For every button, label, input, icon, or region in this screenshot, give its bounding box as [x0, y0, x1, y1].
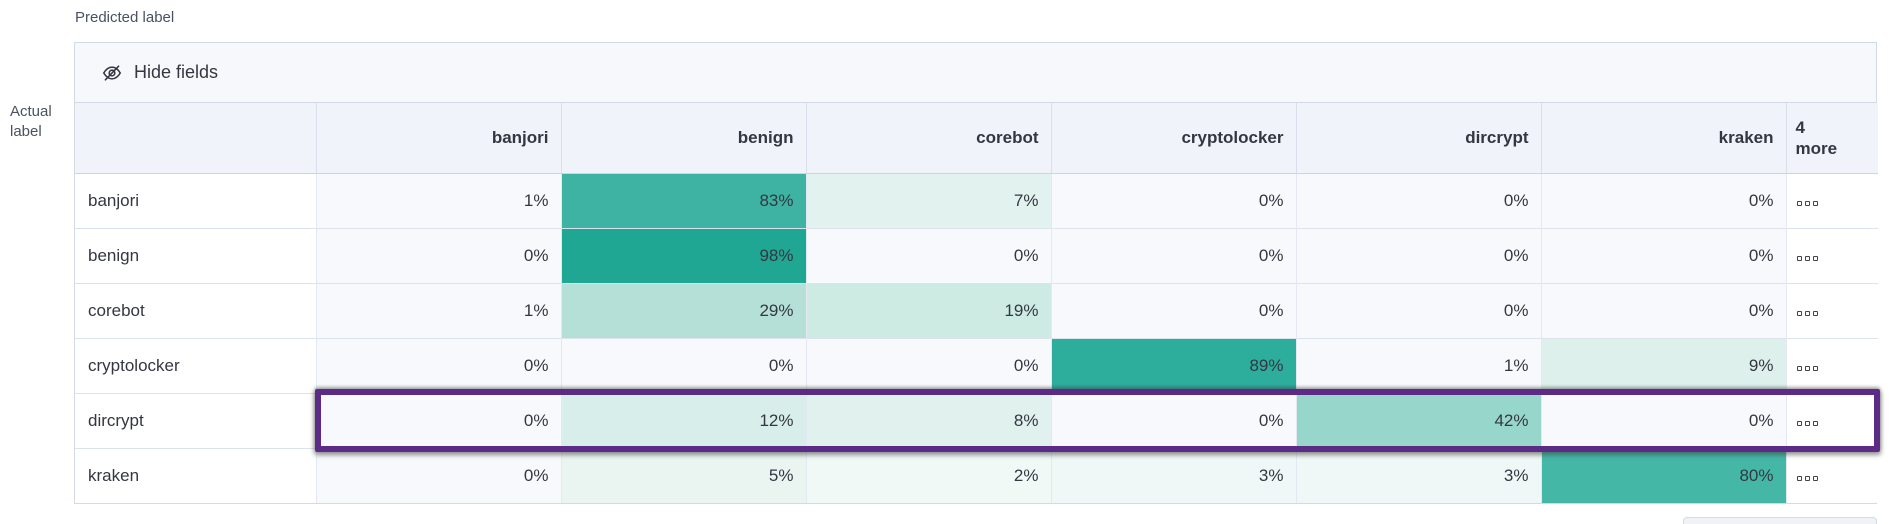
- actual-axis-label-line1: Actual: [10, 103, 52, 120]
- matrix-cell: 0%: [1295, 173, 1541, 228]
- table-row-cryptolocker: cryptolocker 0% 0% 0% 89% 1% 9%: [75, 337, 1878, 393]
- matrix-cell: 0%: [1540, 282, 1786, 338]
- column-header-more[interactable]: 4 more: [1785, 103, 1878, 174]
- matrix-cell: 0%: [315, 337, 561, 393]
- column-header-benign[interactable]: benign: [560, 103, 806, 174]
- row-label-corebot: corebot: [75, 282, 316, 338]
- table-row-kraken: kraken 0% 5% 2% 3% 3% 80%: [75, 447, 1878, 503]
- matrix-cell: 29%: [560, 282, 806, 338]
- hide-fields-label: Hide fields: [134, 62, 219, 82]
- row-actions-button[interactable]: [1785, 447, 1878, 503]
- matrix-cell: 0%: [315, 447, 561, 503]
- row-actions-button[interactable]: [1785, 282, 1878, 338]
- matrix-cell: 0%: [1540, 392, 1786, 448]
- matrix-cell: 89%: [1050, 337, 1296, 393]
- row-actions-button[interactable]: [1785, 337, 1878, 393]
- matrix-cell: 42%: [1295, 392, 1541, 448]
- boxes-horizontal-icon: [1796, 420, 1818, 426]
- matrix-cell: 7%: [805, 173, 1051, 228]
- matrix-cell: 0%: [1050, 392, 1296, 448]
- matrix-cell: 19%: [805, 282, 1051, 338]
- boxes-horizontal-icon: [1796, 255, 1818, 261]
- actual-axis-label: Actual label: [10, 102, 52, 142]
- matrix-cell: 12%: [560, 392, 806, 448]
- column-header-banjori[interactable]: banjori: [315, 103, 561, 174]
- boxes-horizontal-icon: [1796, 310, 1818, 316]
- matrix-cell: 0%: [805, 227, 1051, 283]
- more-word: more: [1795, 138, 1838, 158]
- matrix-cell: 0%: [1295, 227, 1541, 283]
- column-header-cryptolocker[interactable]: cryptolocker: [1050, 103, 1296, 174]
- matrix-cell: 0%: [560, 337, 806, 393]
- column-header-corebot[interactable]: corebot: [805, 103, 1051, 174]
- matrix-cell: 0%: [315, 227, 561, 283]
- column-header-kraken[interactable]: kraken: [1540, 103, 1786, 174]
- table-row-banjori: banjori 1% 83% 7% 0% 0% 0%: [75, 173, 1878, 228]
- matrix-cell: 0%: [805, 337, 1051, 393]
- boxes-horizontal-icon: [1796, 200, 1818, 206]
- table-row-dircrypt: dircrypt 0% 12% 8% 0% 42% 0%: [75, 392, 1878, 448]
- row-label-benign: benign: [75, 227, 316, 283]
- matrix-cell: 1%: [315, 282, 561, 338]
- more-count: 4: [1795, 117, 1805, 137]
- matrix-cell: 1%: [1295, 337, 1541, 393]
- table-row-benign: benign 0% 98% 0% 0% 0% 0%: [75, 227, 1878, 283]
- matrix-cell: 2%: [805, 447, 1051, 503]
- matrix-cell: 98%: [560, 227, 806, 283]
- row-actions-button[interactable]: [1785, 173, 1878, 228]
- column-header-dircrypt[interactable]: dircrypt: [1295, 103, 1541, 174]
- column-header-corner: [75, 103, 316, 174]
- row-label-cryptolocker: cryptolocker: [75, 337, 316, 393]
- matrix-cell: 3%: [1295, 447, 1541, 503]
- matrix-cell: 9%: [1540, 337, 1786, 393]
- row-label-dircrypt: dircrypt: [75, 392, 316, 448]
- matrix-cell: 0%: [315, 392, 561, 448]
- matrix-cell: 0%: [1050, 282, 1296, 338]
- predicted-axis-label: Predicted label: [75, 9, 175, 26]
- actual-axis-label-line2: label: [10, 123, 42, 140]
- matrix-cell: 0%: [1540, 227, 1786, 283]
- matrix-cell: 8%: [805, 392, 1051, 448]
- boxes-horizontal-icon: [1796, 475, 1818, 481]
- matrix-cell: 3%: [1050, 447, 1296, 503]
- table-row-corebot: corebot 1% 29% 19% 0% 0% 0%: [75, 282, 1878, 338]
- matrix-cell: 80%: [1540, 447, 1786, 503]
- matrix-cell: 0%: [1050, 227, 1296, 283]
- row-actions-button[interactable]: [1785, 392, 1878, 448]
- header-row: banjori benign corebot cryptolocker dirc…: [75, 103, 1878, 174]
- confusion-matrix-table: banjori benign corebot cryptolocker dirc…: [75, 103, 1878, 503]
- row-label-banjori: banjori: [75, 173, 316, 228]
- horizontal-scrollbar-thumb[interactable]: [1683, 517, 1877, 524]
- row-label-kraken: kraken: [75, 447, 316, 503]
- row-actions-button[interactable]: [1785, 227, 1878, 283]
- confusion-matrix-panel: Hide fields banjori benign corebot crypt…: [74, 42, 1878, 504]
- matrix-cell: 1%: [315, 173, 561, 228]
- matrix-cell: 83%: [560, 173, 806, 228]
- matrix-cell: 0%: [1540, 173, 1786, 228]
- eye-closed-icon: [101, 62, 123, 84]
- matrix-cell: 0%: [1295, 282, 1541, 338]
- hide-fields-button[interactable]: Hide fields: [75, 43, 1876, 103]
- boxes-horizontal-icon: [1796, 365, 1818, 371]
- matrix-cell: 5%: [560, 447, 806, 503]
- matrix-cell: 0%: [1050, 173, 1296, 228]
